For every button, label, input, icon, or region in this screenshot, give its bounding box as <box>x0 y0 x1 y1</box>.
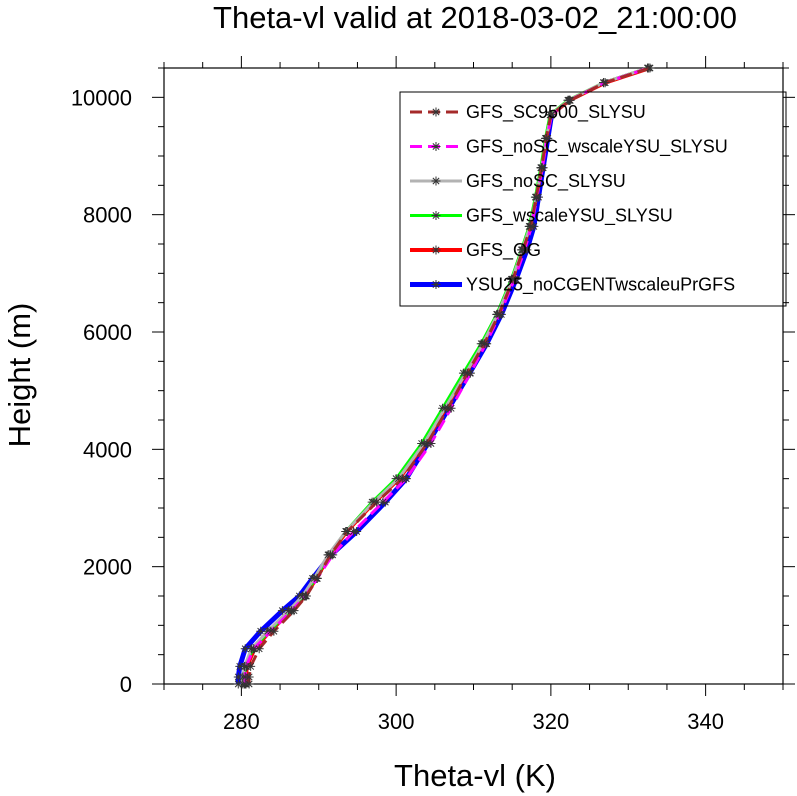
data-point-marker <box>518 245 528 255</box>
legend-label: YSU25_noCGENTwscaleuPrGFS <box>466 275 735 296</box>
x-tick-label: 320 <box>533 709 570 734</box>
data-point-marker <box>342 526 352 536</box>
data-point-marker <box>235 661 245 671</box>
data-point-marker <box>244 679 254 689</box>
data-point-marker <box>508 274 518 284</box>
data-point-marker <box>372 497 382 507</box>
legend-item: GFS_wscaleYSU_SLYSU <box>410 206 673 227</box>
data-point-marker <box>269 626 279 636</box>
data-point-marker <box>254 644 264 654</box>
x-tick-label: 340 <box>687 709 724 734</box>
data-point-marker <box>249 644 259 654</box>
data-point-marker <box>431 107 441 117</box>
data-point-marker <box>233 679 243 689</box>
x-tick-labels: 280 300 320 340 <box>223 709 724 734</box>
data-point-marker <box>537 163 547 173</box>
data-point-marker <box>565 95 575 105</box>
y-tick-label: 4000 <box>83 437 132 462</box>
y-tick-label: 2000 <box>83 555 132 580</box>
axis-ticks <box>152 56 795 696</box>
legend-label: GFS_noSC_wscaleYSU_SLYSU <box>466 137 728 158</box>
y-tick-label: 8000 <box>83 203 132 228</box>
data-point-marker <box>422 438 432 448</box>
data-point-marker <box>431 211 441 220</box>
data-point-marker <box>349 526 359 536</box>
data-point-marker <box>531 192 541 202</box>
data-point-marker <box>541 133 551 143</box>
legend-item: GFS_OG <box>410 240 541 261</box>
legend-item: GFS_SC9500_SLYSU <box>410 102 646 123</box>
data-point-marker <box>244 672 254 682</box>
data-point-marker <box>397 474 407 484</box>
y-tick-label: 0 <box>120 672 132 697</box>
data-point-marker <box>325 550 335 560</box>
legend-box <box>399 91 787 307</box>
data-point-marker <box>246 661 256 671</box>
data-point-marker <box>462 368 472 378</box>
y-axis-label: Height (m) <box>2 303 37 448</box>
x-tick-label: 300 <box>378 709 415 734</box>
data-point-marker <box>600 78 610 88</box>
y-tick-label: 6000 <box>83 320 132 345</box>
data-point-marker <box>312 573 322 583</box>
data-point-marker <box>241 661 251 671</box>
data-point-marker <box>494 309 504 319</box>
data-point-marker <box>431 176 441 186</box>
legend-label: GFS_noSC_SLYSU <box>466 171 626 192</box>
series-GFS_SC9500_SLYSU <box>244 63 655 689</box>
x-tick-label: 280 <box>223 709 260 734</box>
data-point-marker <box>378 497 388 507</box>
legend: GFS_SC9500_SLYSU GFS_noSC_wscaleYSU_SLYSU… <box>399 91 787 307</box>
data-point-marker <box>256 626 266 636</box>
chart-title: Theta-vl valid at 2018-03-02_21:00:00 <box>213 0 737 35</box>
data-point-marker <box>443 403 453 413</box>
data-point-marker <box>431 142 441 151</box>
data-point-marker <box>431 280 441 289</box>
x-axis-label: Theta-vl (K) <box>394 758 556 793</box>
legend-label: GFS_SC9500_SLYSU <box>466 102 646 123</box>
data-point-marker <box>233 672 243 682</box>
legend-item: GFS_noSC_wscaleYSU_SLYSU <box>410 137 728 158</box>
y-tick-label: 10000 <box>71 85 132 110</box>
series-layer <box>233 63 655 689</box>
legend-label: GFS_OG <box>466 240 541 261</box>
data-point-marker <box>546 110 556 120</box>
legend-label: GFS_wscaleYSU_SLYSU <box>466 206 673 227</box>
legend-item: GFS_noSC_SLYSU <box>410 171 626 192</box>
data-point-marker <box>645 63 655 73</box>
data-point-marker <box>277 606 287 616</box>
data-point-marker <box>301 591 311 601</box>
data-point-marker <box>289 606 299 616</box>
data-point-marker <box>526 221 536 231</box>
data-point-marker <box>240 644 250 654</box>
data-point-marker <box>431 245 441 255</box>
legend-item: YSU25_noCGENTwscaleuPrGFS <box>410 275 735 296</box>
data-point-marker <box>479 339 489 349</box>
y-tick-labels: 0 2000 4000 6000 8000 10000 <box>71 85 132 697</box>
